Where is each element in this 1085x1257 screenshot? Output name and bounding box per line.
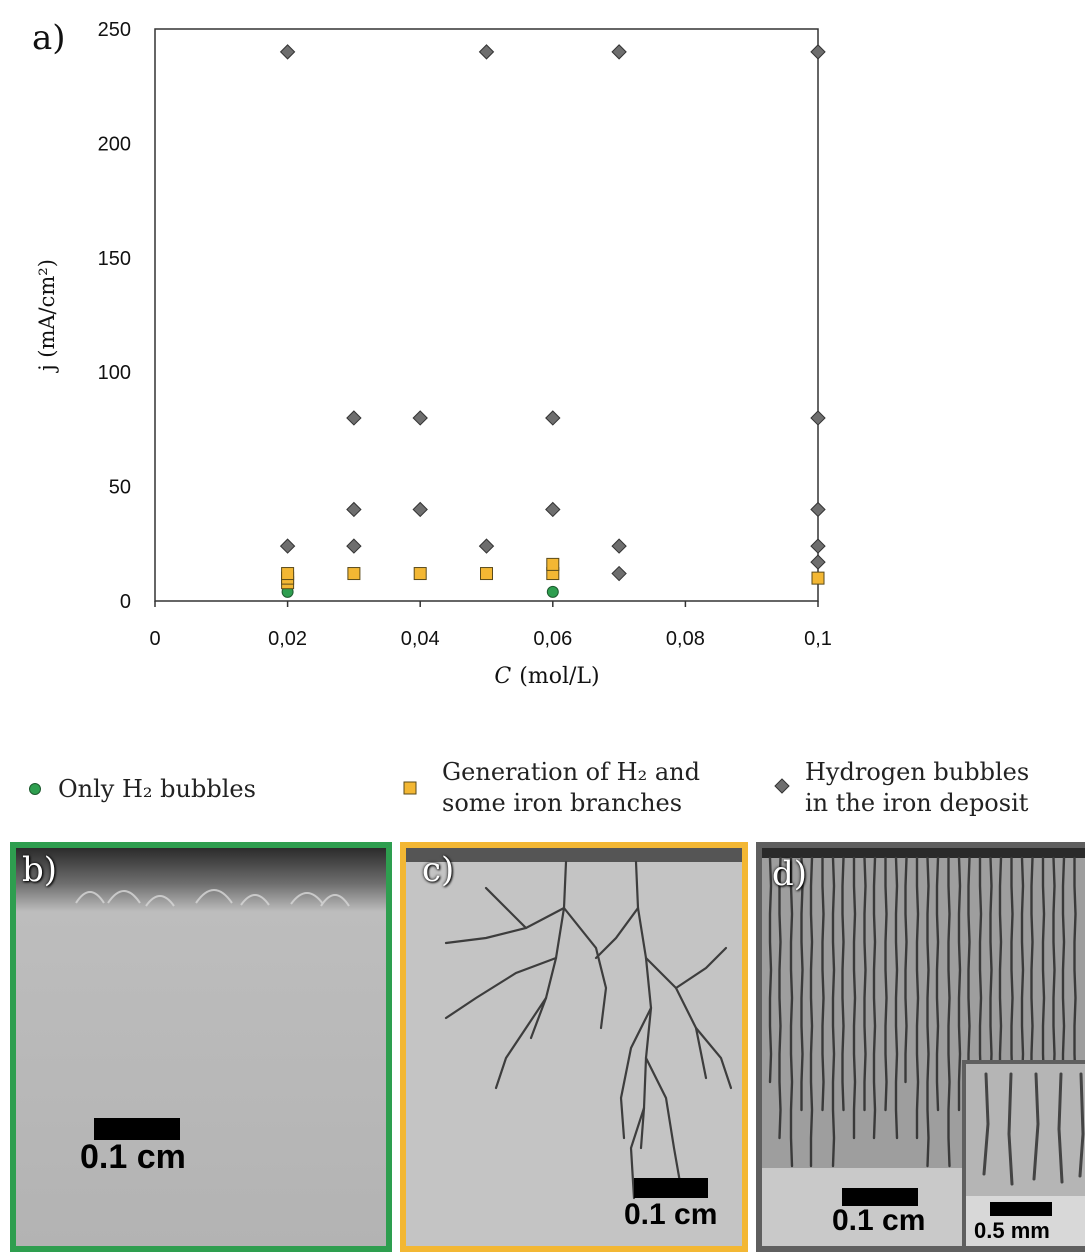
y-tick-label: 200 <box>98 133 131 155</box>
legend-h2-branches: Generation of H₂ and some iron branches <box>442 757 700 819</box>
legend-hydrogen-deposit-line2: in the iron deposit <box>805 788 1029 819</box>
photo-b-scale-label: 0.1 cm <box>80 1138 186 1177</box>
photo-c-iron-branches: c) 0.1 cm <box>400 842 748 1252</box>
deposit-streak <box>874 858 875 1138</box>
point-only-h2 <box>547 586 558 597</box>
x-axis-label-variable: C <box>494 664 511 689</box>
point-hydrogen-deposit <box>347 539 361 553</box>
point-hydrogen-deposit <box>413 411 427 425</box>
deposit-streak <box>791 858 792 1166</box>
photo-d-inset: 0.5 mm <box>962 1060 1085 1252</box>
y-axis: 0 50 100 150 200 250 <box>98 19 131 613</box>
deposit-streak <box>770 858 771 1082</box>
scatter-chart: 0 50 100 150 200 250 0 0,02 0,04 0,06 0,08 0,1 j (… <box>0 0 1085 700</box>
y-tick-label: 250 <box>98 19 131 41</box>
point-h2-branches <box>348 568 360 580</box>
point-hydrogen-deposit <box>811 539 825 553</box>
photo-d-label: d) <box>772 854 807 894</box>
y-axis-label: j (mA/cm²) <box>35 259 59 374</box>
photo-d-scale-label: 0.1 cm <box>832 1204 925 1238</box>
deposit-streak <box>1043 858 1044 1082</box>
x-tick-label: 0,02 <box>268 628 307 650</box>
y-tick-label: 150 <box>98 248 131 270</box>
deposit-streak <box>780 858 781 1138</box>
deposit-streak <box>906 858 907 1082</box>
deposit-streak <box>917 858 918 1138</box>
point-h2-branches <box>414 568 426 580</box>
point-hydrogen-deposit <box>480 539 494 553</box>
point-hydrogen-deposit <box>811 45 825 59</box>
point-h2-branches <box>812 572 824 584</box>
photo-b-h2-bubbles: b) 0.1 cm <box>10 842 392 1252</box>
x-tick-label: 0,04 <box>401 628 440 650</box>
photo-d-dense-deposit: d) 0.1 cm 0.5 mm <box>756 842 1085 1252</box>
photo-b-label: b) <box>22 850 57 890</box>
x-axis-label: C (mol/L) <box>494 664 599 689</box>
point-hydrogen-deposit <box>612 539 626 553</box>
deposit-streak <box>854 858 855 1138</box>
legend-diamond-marker <box>773 777 791 795</box>
legend-square-marker <box>402 780 418 796</box>
deposit-streak <box>833 858 834 1166</box>
deposit-streak <box>843 858 844 1110</box>
point-hydrogen-deposit <box>413 502 427 516</box>
point-hydrogen-deposit <box>347 502 361 516</box>
point-hydrogen-deposit <box>546 502 560 516</box>
y-tick-label: 50 <box>109 477 131 499</box>
deposit-streak <box>865 858 866 1110</box>
point-h2-branches <box>282 568 294 580</box>
deposit-streak <box>896 858 897 1138</box>
photo-d-inset-scale-label: 0.5 mm <box>974 1218 1050 1244</box>
x-axis-label-unit: (mol/L) <box>519 664 599 689</box>
photo-d-inset-scale-bar <box>990 1202 1052 1216</box>
photo-c-label: c) <box>422 850 454 890</box>
y-tick-label: 100 <box>98 362 131 384</box>
deposit-streak <box>886 858 887 1110</box>
point-hydrogen-deposit <box>281 45 295 59</box>
photo-b-texture <box>16 848 386 1246</box>
x-tick-label: 0,1 <box>804 628 832 650</box>
deposit-streak <box>811 858 812 1166</box>
deposit-streak <box>937 858 938 1110</box>
x-tick-label: 0,08 <box>666 628 705 650</box>
photo-c-scale-bar <box>634 1178 708 1198</box>
panel-a-label: a) <box>32 18 66 58</box>
x-tick-label: 0 <box>149 628 160 650</box>
legend-only-h2: Only H₂ bubbles <box>58 774 256 805</box>
x-axis: 0 0,02 0,04 0,06 0,08 0,1 <box>149 601 831 650</box>
point-hydrogen-deposit <box>281 539 295 553</box>
legend-h2-branches-line2: some iron branches <box>442 788 700 819</box>
point-hydrogen-deposit <box>546 411 560 425</box>
point-h2-branches <box>481 568 493 580</box>
data-points <box>281 45 825 597</box>
point-hydrogen-deposit <box>480 45 494 59</box>
deposit-streak <box>802 858 803 1110</box>
legend-hydrogen-deposit: Hydrogen bubbles in the iron deposit <box>805 757 1029 819</box>
deposit-streak <box>959 858 960 1110</box>
y-tick-label: 0 <box>120 591 131 613</box>
point-hydrogen-deposit <box>811 411 825 425</box>
legend-circle-marker <box>28 782 42 796</box>
plot-area <box>155 29 818 601</box>
x-tick-label: 0,06 <box>533 628 572 650</box>
point-hydrogen-deposit <box>811 502 825 516</box>
point-hydrogen-deposit <box>612 567 626 581</box>
point-hydrogen-deposit <box>347 411 361 425</box>
point-hydrogen-deposit <box>612 45 626 59</box>
legend-h2-branches-line1: Generation of H₂ and <box>442 757 700 788</box>
deposit-streak <box>949 858 950 1166</box>
legend-hydrogen-deposit-line1: Hydrogen bubbles <box>805 757 1029 788</box>
deposit-streak <box>823 858 824 1110</box>
photo-c-scale-label: 0.1 cm <box>624 1198 717 1232</box>
point-hydrogen-deposit <box>811 555 825 569</box>
point-h2-branches <box>547 558 559 570</box>
photo-b-scale-bar <box>94 1118 180 1140</box>
deposit-streak <box>928 858 929 1166</box>
